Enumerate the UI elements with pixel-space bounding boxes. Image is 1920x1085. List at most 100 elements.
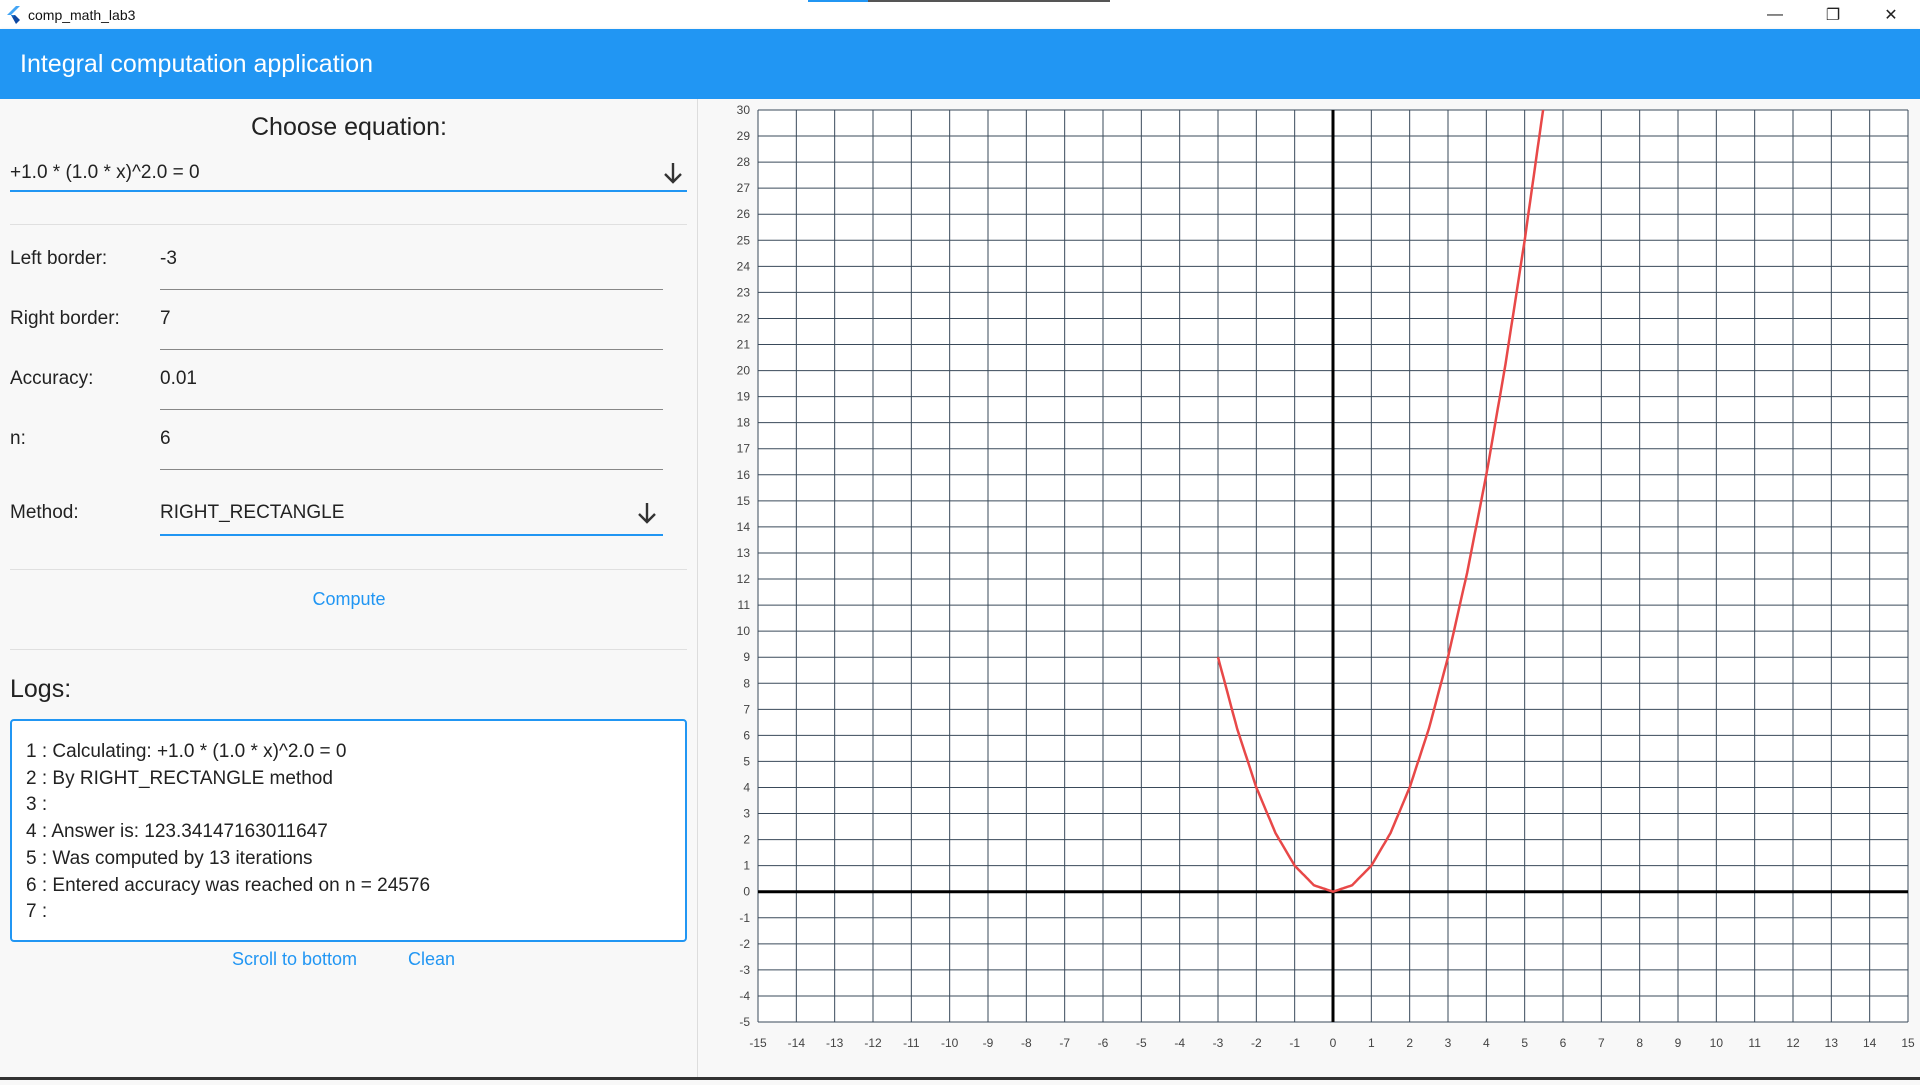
app-bar: Integral computation application [0,29,1920,99]
y-tick-label: 18 [737,416,751,430]
y-tick-label: 13 [737,546,751,560]
equation-dropdown[interactable]: +1.0 * (1.0 * x)^2.0 = 0 [10,156,687,192]
y-tick-label: 5 [743,754,750,768]
accuracy-input[interactable]: 0.01 [160,360,663,410]
left-border-row: Left border: -3 [10,240,663,290]
maximize-button[interactable]: ❐ [1825,6,1841,24]
x-tick-label: -14 [788,1036,806,1050]
y-tick-label: 6 [743,728,750,742]
x-tick-label: 0 [1330,1036,1337,1050]
x-tick-label: 9 [1675,1036,1682,1050]
x-tick-label: 15 [1901,1036,1915,1050]
y-tick-label: 0 [743,885,750,899]
x-tick-label: 13 [1825,1036,1839,1050]
x-tick-label: -1 [1289,1036,1300,1050]
left-border-label: Left border: [10,248,108,269]
accuracy-label: Accuracy: [10,368,94,389]
n-input[interactable]: 6 [160,420,663,470]
y-tick-label: 11 [738,598,751,612]
y-tick-label: 10 [737,624,751,638]
function-curve [1216,109,1545,894]
x-tick-label: -12 [864,1036,882,1050]
close-button[interactable]: ✕ [1884,6,1898,24]
x-tick-label: 7 [1598,1036,1605,1050]
log-line: 2 : By RIGHT_RECTANGLE method [26,767,333,789]
function-graph: -15 -14 -13 -12 -11 -10 -9 -8 -7 -6 -5 -4 -3 -2 -1 0 1 2 3… [737,103,1915,1050]
method-label: Method: [10,502,79,523]
divider [10,224,687,225]
x-tick-label: -15 [749,1036,767,1050]
y-tick-label: 15 [737,494,751,508]
y-tick-label: 22 [737,311,751,325]
y-tick-label: 30 [737,103,751,117]
n-value: 6 [160,428,171,449]
n-label: n: [10,428,26,449]
equation-selected-value: +1.0 * (1.0 * x)^2.0 = 0 [10,162,200,183]
app-title: Integral computation application [20,49,374,78]
x-tick-label: -10 [941,1036,959,1050]
window-bottom-edge [0,1077,1920,1080]
y-tick-label: 27 [737,181,751,195]
log-actions: Scroll to bottom Clean [0,949,698,973]
scroll-to-bottom-button[interactable]: Scroll to bottom [232,949,358,969]
y-tick-label: 14 [737,520,751,534]
x-tick-label: 1 [1368,1036,1375,1050]
y-tick-label: 21 [737,338,751,352]
n-row: n: 6 [10,420,663,470]
y-tick-label: 3 [743,807,750,821]
x-tick-label: 12 [1786,1036,1800,1050]
log-line: 7 : [26,901,48,923]
y-tick-label: 28 [737,155,751,169]
arrow-down-icon [664,163,682,184]
y-tick-label: -1 [739,911,750,925]
y-tick-label: 24 [737,259,751,273]
y-tick-label: 7 [743,702,750,716]
compute-button[interactable]: Compute [312,589,386,609]
method-dropdown[interactable]: RIGHT_RECTANGLE [160,494,663,536]
accuracy-value: 0.01 [160,368,197,389]
clean-button[interactable]: Clean [408,949,456,969]
y-tick-label: 17 [737,442,751,456]
logs-heading: Logs: [10,675,72,703]
y-tick-label: -5 [739,1015,750,1029]
y-tick-label: 26 [737,207,751,221]
y-tick-label: 4 [743,780,750,794]
right-border-row: Right border: 7 [10,300,663,350]
log-line: 3 : [26,794,48,816]
x-tick-label: 8 [1636,1036,1643,1050]
control-panel: Choose equation: +1.0 * (1.0 * x)^2.0 = … [0,99,698,1080]
x-tick-label: 10 [1710,1036,1724,1050]
x-tick-label: -7 [1059,1036,1070,1050]
x-tick-label: 3 [1445,1036,1452,1050]
log-line: 5 : Was computed by 13 iterations [26,847,313,869]
minimize-button[interactable]: — [1767,5,1783,23]
x-tick-label: 14 [1863,1036,1877,1050]
y-tick-label: -2 [739,937,750,951]
x-tick-label: -11 [903,1036,920,1050]
divider [10,649,687,650]
y-tick-label: 1 [743,859,750,873]
window-title: comp_math_lab3 [28,6,136,23]
y-tick-label: 20 [737,364,751,378]
x-tick-label: -2 [1251,1036,1262,1050]
x-tick-label: -6 [1098,1036,1109,1050]
x-tick-label: -3 [1213,1036,1224,1050]
y-tick-label: 23 [737,285,751,299]
y-tick-label: 29 [737,129,751,143]
y-tick-label: 2 [743,833,750,847]
logs-textarea[interactable]: 1 : Calculating: +1.0 * (1.0 * x)^2.0 = … [10,719,687,942]
method-row: Method: RIGHT_RECTANGLE [10,494,663,544]
choose-equation-heading: Choose equation: [251,113,447,141]
y-tick-label: 16 [737,468,751,482]
x-tick-label: -13 [826,1036,844,1050]
y-tick-label: 19 [737,390,751,404]
title-progress [808,0,1110,2]
right-border-label: Right border: [10,308,120,329]
x-tick-label: -4 [1174,1036,1185,1050]
right-border-input[interactable]: 7 [160,300,663,350]
left-border-value: -3 [160,248,177,269]
log-line: 4 : Answer is: 123.34147163011647 [26,821,328,843]
x-tick-label: 6 [1560,1036,1567,1050]
left-border-input[interactable]: -3 [160,240,663,290]
y-tick-label: 8 [743,676,750,690]
